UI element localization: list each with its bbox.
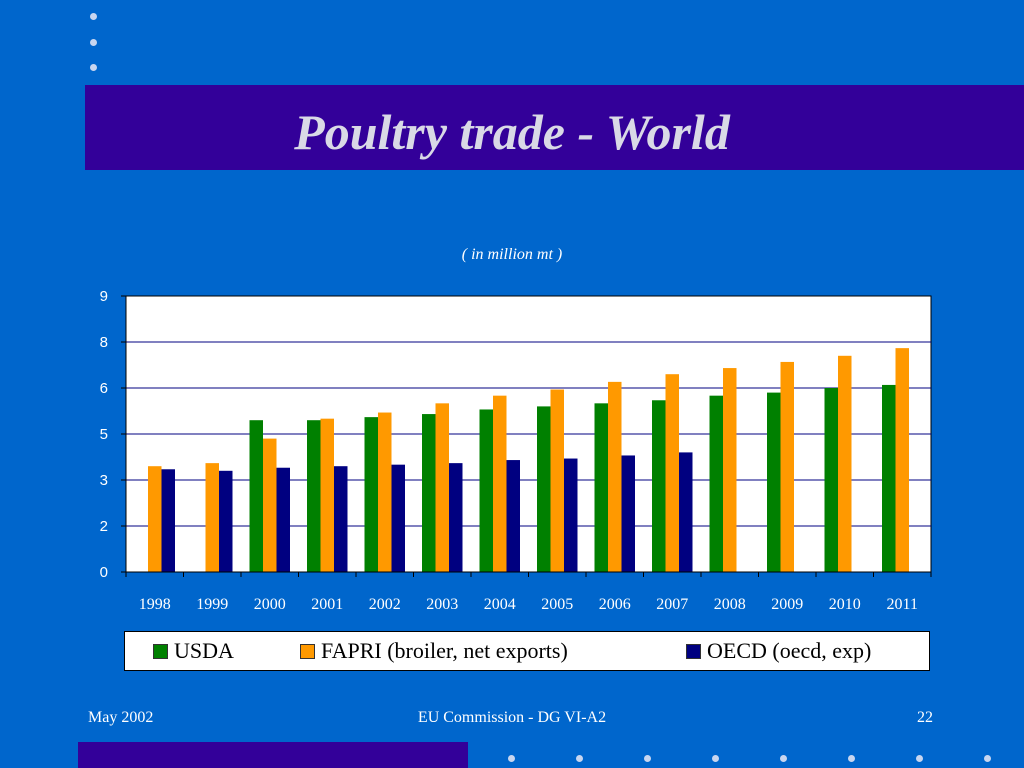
bar-fapri-2005 bbox=[550, 389, 564, 572]
decorative-dot bbox=[984, 755, 991, 762]
bar-fapri-2011 bbox=[895, 348, 909, 572]
bar-usda-2008 bbox=[709, 395, 723, 572]
x-tick-label: 2000 bbox=[254, 596, 286, 613]
bar-oecd-2005 bbox=[564, 458, 578, 572]
x-tick-label: 2001 bbox=[311, 596, 343, 613]
bar-usda-2010 bbox=[824, 388, 838, 572]
legend-label-fapri: FAPRI (broiler, net exports) bbox=[321, 638, 568, 663]
bar-oecd-2006 bbox=[621, 455, 635, 572]
x-tick-label: 2003 bbox=[426, 596, 458, 613]
x-tick-label: 1999 bbox=[196, 596, 228, 613]
bar-usda-2011 bbox=[882, 384, 896, 572]
bar-oecd-2002 bbox=[391, 464, 405, 572]
bar-oecd-2000 bbox=[276, 467, 290, 572]
chart-subtitle: ( in million mt ) bbox=[461, 246, 563, 263]
bar-fapri-2006 bbox=[608, 381, 622, 572]
bar-usda-2005 bbox=[537, 406, 551, 572]
legend-label-usda: USDA bbox=[174, 638, 234, 663]
y-tick-label: 2 bbox=[100, 518, 108, 535]
decorative-dot bbox=[90, 39, 97, 46]
bars bbox=[148, 348, 909, 572]
decorative-dot bbox=[90, 13, 97, 20]
axes bbox=[121, 295, 932, 577]
x-tick-label: 1998 bbox=[139, 596, 171, 613]
bar-fapri-1999 bbox=[205, 463, 219, 572]
x-tick-labels: 1998 1999 2000 2001 2002 2003 2004 2005 2006 2007… bbox=[139, 596, 918, 613]
bar-oecd-2004 bbox=[506, 460, 520, 572]
decorative-dot bbox=[916, 755, 923, 762]
x-tick-label: 2009 bbox=[771, 596, 803, 613]
y-tick-label: 8 bbox=[100, 334, 108, 351]
y-tick-label: 5 bbox=[100, 426, 108, 443]
x-tick-label: 2002 bbox=[369, 596, 401, 613]
y-tick-label: 3 bbox=[100, 472, 108, 489]
x-tick-label: 2011 bbox=[887, 596, 918, 613]
bar-fapri-2009 bbox=[780, 361, 794, 572]
x-tick-label: 2005 bbox=[541, 596, 573, 613]
bottom-band bbox=[78, 742, 468, 768]
decorative-dot bbox=[508, 755, 515, 762]
bar-usda-2006 bbox=[594, 403, 608, 572]
bar-oecd-1999 bbox=[219, 470, 233, 572]
bar-usda-2007 bbox=[652, 400, 666, 572]
y-tick-labels: 0 2 3 5 6 8 9 bbox=[100, 288, 108, 581]
footer-date: May 2002 bbox=[88, 709, 154, 726]
x-tick-label: 2010 bbox=[829, 596, 861, 613]
x-tick-label: 2007 bbox=[656, 596, 688, 613]
footer-page-number: 22 bbox=[917, 709, 933, 726]
decorative-dot bbox=[848, 755, 855, 762]
legend-item-fapri: FAPRI (broiler, net exports) bbox=[300, 638, 568, 664]
bar-oecd-2001 bbox=[334, 466, 348, 572]
chart-legend: USDA FAPRI (broiler, net exports) OECD (… bbox=[124, 631, 930, 671]
decorative-dot bbox=[712, 755, 719, 762]
bar-fapri-1998 bbox=[148, 466, 162, 572]
bar-fapri-2008 bbox=[723, 368, 737, 572]
bar-usda-2004 bbox=[479, 409, 493, 572]
legend-swatch-usda bbox=[153, 643, 168, 659]
footer-organization: EU Commission - DG VI-A2 bbox=[417, 709, 607, 726]
x-tick-label: 2004 bbox=[484, 596, 516, 613]
decorative-dot bbox=[576, 755, 583, 762]
y-tick-label: 9 bbox=[100, 288, 108, 305]
bar-usda-2009 bbox=[767, 392, 781, 572]
x-tick-label: 2006 bbox=[599, 596, 631, 613]
decorative-dot bbox=[780, 755, 787, 762]
legend-label-oecd: OECD (oecd, exp) bbox=[707, 638, 872, 663]
bar-fapri-2007 bbox=[665, 374, 679, 572]
bar-fapri-2001 bbox=[320, 418, 334, 572]
y-tick-label: 6 bbox=[100, 380, 108, 397]
bar-usda-2000 bbox=[249, 420, 263, 572]
legend-swatch-oecd bbox=[686, 643, 701, 659]
bar-usda-2002 bbox=[364, 417, 378, 572]
bar-fapri-2010 bbox=[838, 355, 852, 572]
slide-title: Poultry trade - World bbox=[294, 104, 730, 160]
title-band bbox=[85, 85, 1024, 170]
x-tick-label: 2008 bbox=[714, 596, 746, 613]
legend-item-oecd: OECD (oecd, exp) bbox=[686, 638, 871, 664]
bar-fapri-2003 bbox=[435, 403, 449, 572]
legend-swatch-fapri bbox=[300, 643, 315, 659]
bar-fapri-2004 bbox=[493, 395, 507, 572]
bar-fapri-2002 bbox=[378, 412, 392, 572]
bar-usda-2001 bbox=[307, 420, 321, 572]
y-tick-label: 0 bbox=[100, 564, 108, 581]
bar-oecd-1998 bbox=[161, 469, 175, 572]
legend-item-usda: USDA bbox=[153, 638, 234, 664]
decorative-dot bbox=[90, 64, 97, 71]
bar-chart: 0 2 3 5 6 8 9 1998 1999 2000 2001 2002 2003 2004 2005… bbox=[100, 288, 932, 613]
bar-oecd-2007 bbox=[679, 452, 693, 572]
bar-fapri-2000 bbox=[263, 438, 277, 572]
bar-usda-2003 bbox=[422, 414, 436, 572]
bar-oecd-2003 bbox=[449, 463, 463, 572]
decorative-dot bbox=[644, 755, 651, 762]
